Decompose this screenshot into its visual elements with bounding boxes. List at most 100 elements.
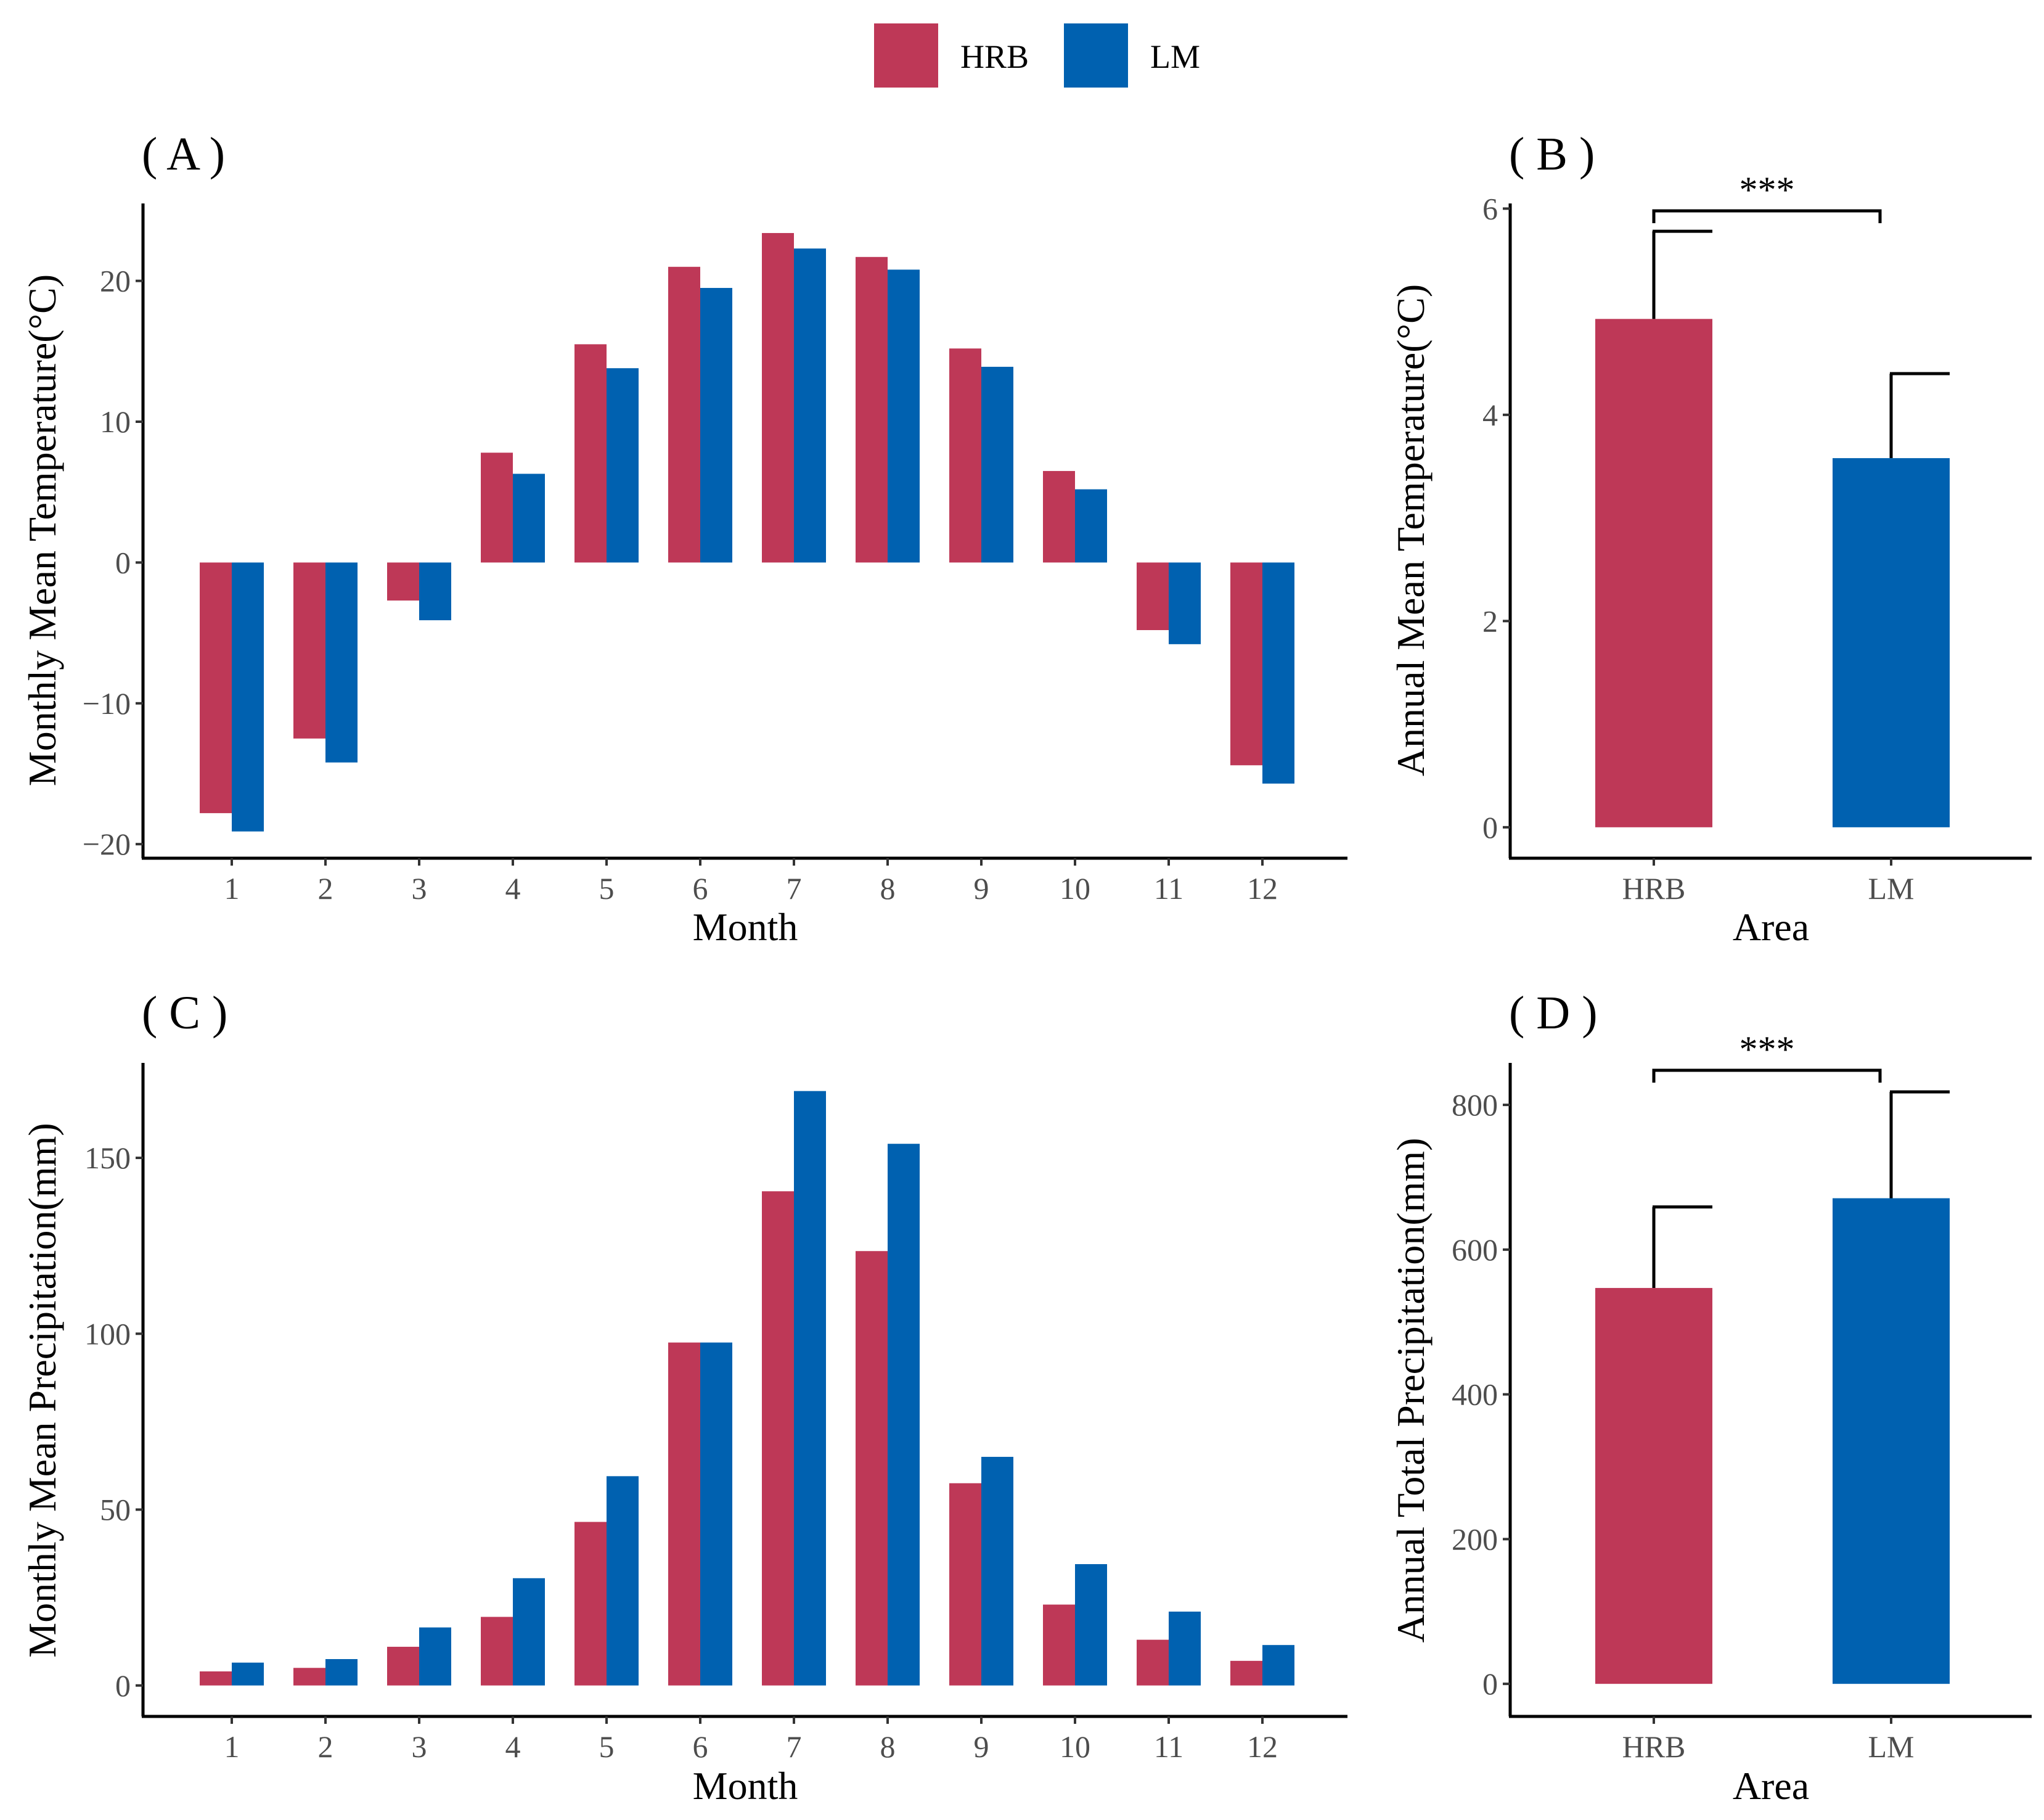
bar-hrb-month-8-c [856, 1251, 888, 1686]
bar-hrb-month-2-a [293, 562, 325, 739]
y-tick-label-d: 600 [1452, 1232, 1498, 1267]
bar-lm-month-6-a [700, 288, 732, 563]
plot-area-b: 0 2 4 6 HRB LM *** [1482, 170, 2032, 906]
bar-lm-month-3-a [419, 562, 451, 621]
x-tick-label-d: LM [1868, 1729, 1915, 1764]
panel-label-b: ( B ) [1509, 128, 1595, 180]
bar-lm-month-8-a [888, 269, 920, 563]
bar-hrb-month-12-a [1230, 562, 1262, 766]
bar-lm-month-1-c [232, 1662, 264, 1686]
x-tick-label-a: 10 [1060, 871, 1090, 906]
bar-lm-month-11-a [1169, 562, 1201, 644]
x-tick-label-c: 3 [412, 1729, 427, 1764]
bar-lm-month-11-c [1169, 1611, 1201, 1686]
y-axis-title-c: Monthly Mean Precipitation(mm) [20, 1123, 64, 1657]
x-axis-title-a: Month [693, 905, 798, 949]
bar-lm-b [1833, 458, 1950, 827]
bar-lm-d [1833, 1198, 1950, 1684]
x-tick-label-a: 1 [224, 871, 240, 906]
bar-lm-month-8-c [888, 1144, 920, 1686]
bar-lm-month-1-a [232, 562, 264, 832]
x-tick-label-a: 9 [974, 871, 989, 906]
x-tick-label-a: 3 [412, 871, 427, 906]
x-tick-label-a: 11 [1154, 871, 1183, 906]
y-tick-label-a: 0 [115, 545, 131, 580]
panel-label-d: ( D ) [1509, 987, 1598, 1039]
bar-lm-month-10-c [1075, 1564, 1107, 1686]
bar-lm-month-9-c [981, 1456, 1013, 1686]
y-axis-title-a: Monthly Mean Temperature(°C) [20, 274, 64, 786]
y-tick-label-b: 2 [1482, 604, 1498, 638]
bar-hrb-month-10-a [1043, 470, 1075, 563]
bar-lm-month-2-a [325, 562, 358, 763]
bar-hrb-month-7-c [762, 1191, 794, 1686]
x-axis-title-d: Area [1733, 1764, 1809, 1808]
x-tick-label-b: HRB [1622, 871, 1686, 906]
bar-hrb-month-1-c [200, 1671, 232, 1686]
bar-hrb-month-11-c [1137, 1639, 1169, 1686]
x-tick-label-c: 11 [1154, 1729, 1183, 1764]
legend: HRB LM [874, 23, 1200, 88]
bar-lm-month-3-c [419, 1627, 451, 1686]
x-tick-label-a: 5 [599, 871, 615, 906]
bar-hrb-month-7-a [762, 232, 794, 563]
bar-lm-month-9-a [981, 366, 1013, 563]
x-tick-label-b: LM [1868, 871, 1915, 906]
significance-label-b: *** [1739, 170, 1795, 210]
x-tick-label-c: 9 [974, 1729, 989, 1764]
significance-bracket-b [1652, 209, 1882, 223]
y-tick-label-c: 0 [115, 1668, 131, 1703]
x-tick-label-c: 7 [787, 1729, 802, 1764]
legend-swatch-hrb [874, 23, 938, 88]
bar-hrb-b [1595, 319, 1712, 827]
legend-label-hrb: HRB [960, 38, 1029, 75]
bar-lm-month-12-c [1262, 1645, 1294, 1686]
x-tick-label-c: 12 [1247, 1729, 1278, 1764]
bar-hrb-month-4-a [481, 453, 513, 563]
bar-hrb-month-6-c [668, 1342, 700, 1686]
bar-hrb-month-11-a [1137, 562, 1169, 631]
y-tick-label-d: 800 [1452, 1088, 1498, 1122]
x-axis-title-c: Month [693, 1764, 798, 1808]
y-tick-label-d: 200 [1452, 1522, 1498, 1556]
bar-lm-month-2-c [325, 1659, 358, 1686]
y-axis-title-d: Annual Total Precipitation(mm) [1389, 1138, 1433, 1642]
bar-hrb-month-2-c [293, 1668, 325, 1686]
bar-lm-month-5-c [607, 1476, 639, 1686]
x-tick-label-c: 1 [224, 1729, 240, 1764]
y-tick-label-b: 4 [1482, 398, 1498, 432]
y-tick-label-a: 20 [100, 264, 131, 298]
bar-hrb-month-8-a [856, 256, 888, 563]
x-tick-label-c: 4 [505, 1729, 521, 1764]
x-tick-label-a: 8 [880, 871, 896, 906]
x-tick-label-a: 12 [1247, 871, 1278, 906]
significance-bracket-d [1652, 1068, 1882, 1083]
bar-hrb-month-10-c [1043, 1604, 1075, 1686]
bar-hrb-month-6-a [668, 266, 700, 563]
bar-hrb-month-9-c [949, 1483, 981, 1686]
x-axis-title-b: Area [1733, 905, 1809, 949]
y-tick-label-c: 50 [100, 1493, 131, 1527]
y-tick-label-d: 0 [1482, 1666, 1498, 1701]
panel-c-monthly-precipitation: ( C ) Monthly Mean Precipitation(mm) Mon… [20, 987, 1347, 1808]
panel-label-a: ( A ) [142, 128, 225, 180]
x-tick-label-c: 10 [1060, 1729, 1090, 1764]
y-tick-label-b: 0 [1482, 810, 1498, 845]
legend-label-lm: LM [1150, 38, 1200, 75]
bar-lm-month-5-a [607, 368, 639, 563]
y-tick-label-c: 100 [84, 1316, 131, 1351]
x-tick-label-c: 6 [693, 1729, 708, 1764]
bar-lm-month-6-c [700, 1342, 732, 1686]
bar-lm-month-4-a [513, 473, 545, 563]
significance-label-d: *** [1739, 1029, 1795, 1070]
bar-hrb-d [1595, 1288, 1712, 1684]
y-tick-label-b: 6 [1482, 191, 1498, 226]
bar-hrb-month-3-c [387, 1647, 419, 1686]
bar-hrb-month-9-a [949, 348, 981, 563]
bar-hrb-month-12-c [1230, 1660, 1262, 1686]
y-tick-label-a: −20 [83, 827, 131, 861]
bar-hrb-month-1-a [200, 562, 232, 813]
